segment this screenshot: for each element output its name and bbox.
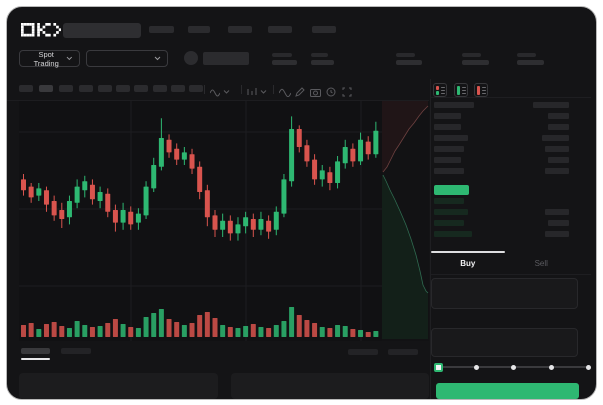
bottom-panel-row	[231, 373, 429, 399]
timeframe-button[interactable]	[39, 85, 53, 92]
candlestick-chart[interactable]	[19, 101, 383, 341]
slider-stop[interactable]	[548, 365, 554, 370]
nav-item[interactable]	[268, 26, 292, 33]
book-combined-icon[interactable]	[433, 83, 447, 97]
history-clock-icon[interactable]	[326, 84, 336, 102]
timeframe-button[interactable]	[153, 85, 167, 92]
nav-item[interactable]	[228, 26, 252, 33]
timeframe-button[interactable]	[116, 85, 130, 92]
okx-logo[interactable]	[21, 23, 61, 38]
chart-bottom-action[interactable]	[348, 349, 378, 355]
timeframe-button[interactable]	[189, 85, 203, 92]
chevron-down-icon	[154, 56, 161, 61]
nav-item[interactable]	[149, 26, 174, 33]
search-input[interactable]	[63, 23, 141, 38]
coin-icon	[184, 51, 198, 65]
slider-stop[interactable]	[473, 365, 479, 370]
panel-divider	[430, 79, 431, 399]
tab-buy[interactable]: Buy	[431, 251, 505, 275]
timeframe-button[interactable]	[98, 85, 112, 92]
amount-field[interactable]	[431, 328, 578, 357]
bottom-panel-row	[19, 373, 218, 399]
camera-icon[interactable]	[310, 84, 321, 102]
timeframe-button[interactable]	[79, 85, 93, 92]
slider-handle[interactable]	[434, 363, 443, 372]
chevron-down-icon[interactable]	[223, 84, 230, 102]
spot-trading-label: Spot Trading	[33, 49, 59, 68]
slider-stop[interactable]	[511, 365, 516, 370]
line-type-icon[interactable]	[278, 84, 292, 102]
timeframe-button[interactable]	[134, 85, 148, 92]
buy-sell-tabs: Buy Sell	[431, 251, 578, 275]
last-price-bar[interactable]	[434, 185, 469, 195]
book-header-divider	[431, 97, 591, 98]
tab-sell[interactable]: Sell	[534, 259, 548, 268]
chevron-down-icon[interactable]	[260, 84, 267, 102]
nav-item[interactable]	[188, 26, 210, 33]
draw-pencil-icon[interactable]	[295, 84, 305, 102]
spot-trading-selector[interactable]: Spot Trading	[19, 49, 80, 68]
timeframe-button[interactable]	[19, 85, 33, 92]
chart-bottom-tab-active[interactable]	[21, 348, 50, 354]
indicator-wave-icon[interactable]	[209, 84, 221, 102]
pair-name-placeholder	[203, 52, 249, 65]
active-tab-underline	[21, 358, 50, 360]
book-bids-icon[interactable]	[453, 83, 468, 97]
chart-bottom-action[interactable]	[388, 349, 418, 355]
compare-icon[interactable]	[247, 84, 257, 102]
depth-overlay	[382, 101, 429, 341]
book-asks-icon[interactable]	[474, 83, 488, 97]
okx-app-window: Spot Trading	[6, 6, 597, 400]
fullscreen-icon[interactable]	[342, 84, 352, 102]
buy-submit-button[interactable]	[436, 383, 579, 399]
chart-toolbar	[7, 81, 429, 101]
timeframe-button[interactable]	[59, 85, 73, 92]
nav-item[interactable]	[312, 26, 336, 33]
pair-dropdown[interactable]	[86, 50, 168, 67]
price-field[interactable]	[431, 278, 578, 309]
slider-stop[interactable]	[586, 365, 591, 370]
chart-bottom-tab[interactable]	[61, 348, 91, 354]
tabs-divider	[431, 274, 591, 275]
chevron-down-icon	[66, 56, 73, 61]
timeframe-button[interactable]	[171, 85, 185, 92]
